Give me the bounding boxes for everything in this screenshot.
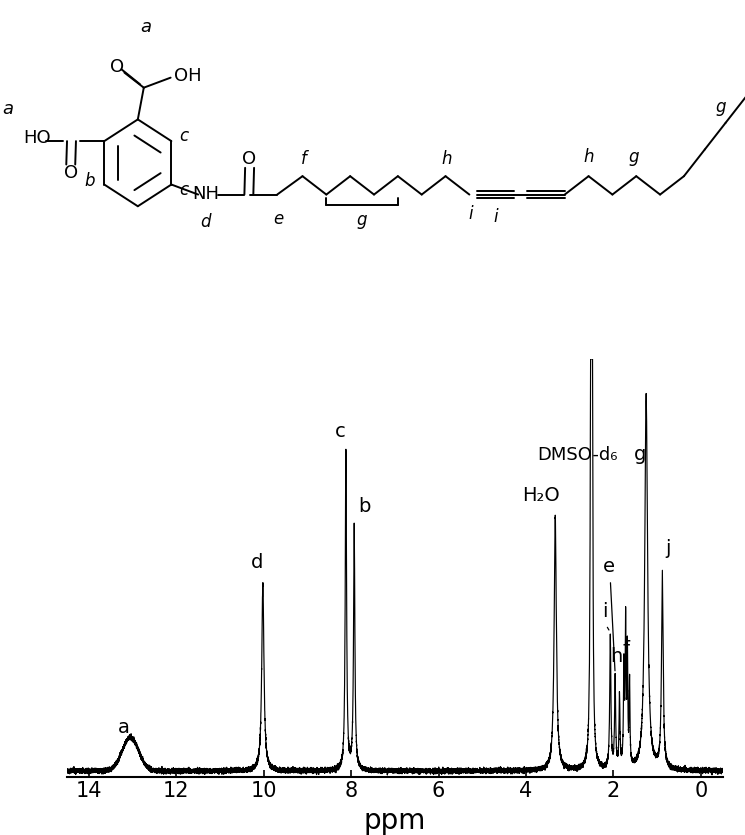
Text: HO: HO	[23, 129, 51, 147]
Text: c: c	[179, 127, 188, 145]
X-axis label: ppm: ppm	[364, 807, 426, 835]
Text: a: a	[140, 18, 150, 36]
Text: j: j	[665, 539, 670, 558]
Text: d: d	[251, 554, 264, 573]
Text: h: h	[610, 647, 622, 666]
Text: i: i	[469, 205, 473, 223]
Text: e: e	[603, 557, 615, 576]
Text: f: f	[623, 640, 630, 659]
Text: d: d	[200, 213, 211, 231]
Text: g: g	[628, 148, 638, 166]
Text: f: f	[301, 149, 307, 168]
Text: b: b	[85, 172, 95, 190]
Text: O: O	[242, 150, 256, 169]
Text: b: b	[358, 498, 370, 516]
Text: H₂O: H₂O	[522, 486, 560, 505]
Text: i: i	[493, 208, 498, 226]
Text: DMSO-d₆: DMSO-d₆	[537, 446, 618, 464]
Text: g: g	[634, 445, 647, 464]
Text: a: a	[118, 718, 130, 737]
Text: c: c	[335, 423, 346, 442]
Text: h: h	[583, 148, 594, 166]
Text: O: O	[63, 164, 77, 182]
Text: g: g	[716, 98, 726, 116]
Text: c: c	[179, 180, 188, 199]
Text: i: i	[602, 602, 607, 621]
Text: e: e	[273, 210, 284, 228]
Text: g: g	[357, 211, 367, 230]
Text: OH: OH	[174, 67, 201, 85]
Text: O: O	[110, 58, 124, 76]
Text: h: h	[442, 149, 452, 168]
Text: a: a	[2, 99, 13, 118]
Text: NH: NH	[192, 185, 219, 203]
